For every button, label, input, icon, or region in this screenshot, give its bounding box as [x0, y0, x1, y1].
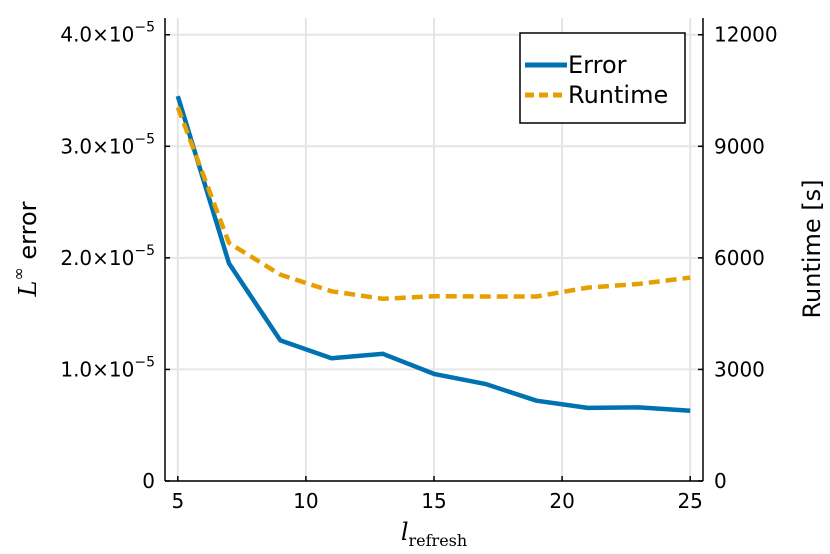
- y-left-tick-label: 3.0×10−5: [60, 131, 155, 158]
- axis-labels: lrefresh L∞ error Runtime [s]: [9, 179, 826, 550]
- x-tick-label: 5: [171, 489, 184, 513]
- x-tick-label: 25: [677, 489, 702, 513]
- series-layer: [175, 95, 691, 413]
- y-right-tick-label: 6000: [714, 246, 765, 270]
- x-tick-label: 15: [421, 489, 446, 513]
- y-left-tick-label: 0: [142, 469, 155, 493]
- y-axis-right-label: Runtime [s]: [798, 179, 826, 318]
- y-right-tick-label: 12000: [714, 23, 778, 47]
- y-left-tick-label: 2.0×10−5: [60, 243, 155, 270]
- y-left-tick-label: 1.0×10−5: [60, 354, 155, 381]
- x-tick-label: 20: [549, 489, 574, 513]
- tick-labels: 5 10 15 20 25 0 1.0×10−5 2.0×10−5 3.0×10−5 4.0×10…: [60, 20, 777, 513]
- legend-box: [519, 32, 686, 124]
- x-axis-label: lrefresh: [401, 518, 467, 550]
- y-right-tick-label: 3000: [714, 357, 765, 381]
- series-line-error: [175, 95, 691, 413]
- axes-frame: [164, 18, 704, 482]
- y-axis-left-label: L∞ error: [9, 201, 42, 297]
- y-left-tick-label: 4.0×10−5: [60, 20, 155, 47]
- x-tick-label: 10: [293, 489, 318, 513]
- series-line-runtime: [175, 106, 691, 302]
- legend-label-runtime: Runtime: [568, 81, 668, 109]
- y-right-tick-label: 9000: [714, 134, 765, 158]
- legend-label-error: Error: [568, 51, 627, 79]
- y-right-tick-label: 0: [714, 469, 727, 493]
